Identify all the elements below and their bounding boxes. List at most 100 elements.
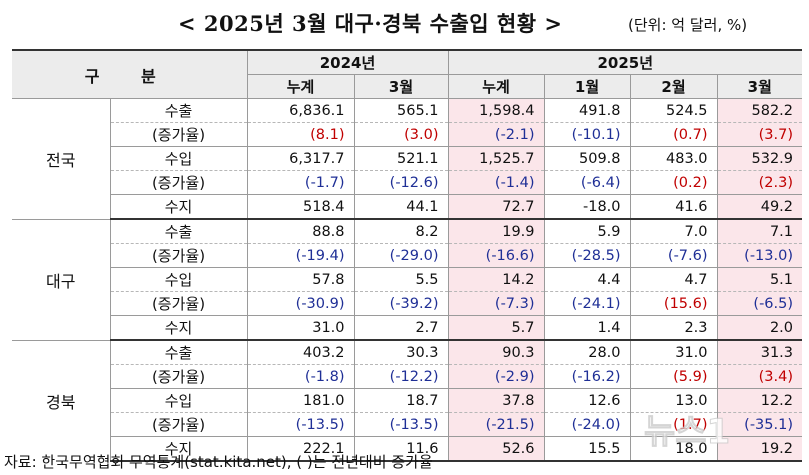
value-cell: 2.0 <box>716 315 803 341</box>
value-cell: 41.6 <box>629 194 718 220</box>
value-cell: 483.0 <box>629 146 718 171</box>
row-category-label: (증가율) <box>109 364 248 389</box>
growth-cell: (-1.8) <box>246 364 355 389</box>
value-cell: 2.7 <box>353 315 449 341</box>
value-cell: 7.1 <box>716 218 803 244</box>
value-cell: 28.0 <box>543 339 631 365</box>
value-cell: 4.7 <box>629 267 718 292</box>
value-cell: 518.4 <box>246 194 355 220</box>
value-cell: 52.6 <box>447 436 545 462</box>
value-cell: 12.2 <box>716 388 803 413</box>
value-cell: 19.2 <box>716 436 803 462</box>
growth-cell: (-6.5) <box>716 291 803 316</box>
value-cell: 57.8 <box>246 267 355 292</box>
source-note: 자료: 한국무역협회 무역통계(stat.kita.net), ( )는 전년대… <box>4 453 433 471</box>
value-cell: 521.1 <box>353 146 449 171</box>
value-cell: 13.0 <box>629 388 718 413</box>
header-col: 3월 <box>353 74 449 99</box>
value-cell: 491.8 <box>543 98 631 123</box>
value-cell: 181.0 <box>246 388 355 413</box>
row-category-label: (증가율) <box>109 243 248 268</box>
value-cell: 15.5 <box>543 436 631 462</box>
value-cell: 509.8 <box>543 146 631 171</box>
value-cell: 7.0 <box>629 218 718 244</box>
row-category-label: 수출 <box>109 339 248 365</box>
growth-cell: (-24.1) <box>543 291 631 316</box>
growth-cell: (-6.4) <box>543 170 631 195</box>
growth-cell: (0.7) <box>629 122 718 147</box>
value-cell: 5.1 <box>716 267 803 292</box>
growth-cell: (-2.9) <box>447 364 545 389</box>
table-row: (증가율) (8.1) (3.0) (-2.1) (-10.1) (0.7) (3.7) <box>12 122 803 147</box>
value-cell: 18.0 <box>629 436 718 462</box>
header-col: 2월 <box>629 74 718 99</box>
growth-cell: (-13.0) <box>716 243 803 268</box>
value-cell: 582.2 <box>716 98 803 123</box>
header-col: 3월 <box>716 74 803 99</box>
value-cell: 30.3 <box>353 339 449 365</box>
value-cell: 31.0 <box>629 339 718 365</box>
growth-cell: (-29.0) <box>353 243 449 268</box>
value-cell: 88.8 <box>246 218 355 244</box>
value-cell: 18.7 <box>353 388 449 413</box>
value-cell: 44.1 <box>353 194 449 220</box>
table-row: 경북 수출 403.2 30.3 90.3 28.0 31.0 31.3 <box>12 339 803 461</box>
growth-cell: (-21.5) <box>447 412 545 437</box>
growth-cell: (-12.6) <box>353 170 449 195</box>
table-row: 전국 수출 6,836.1 565.1 1,598.4 491.8 524.5 582.2 <box>12 98 803 219</box>
header-col: 누계 <box>447 74 545 99</box>
growth-cell: (-13.5) <box>246 412 355 437</box>
value-cell: 1,598.4 <box>447 98 545 123</box>
row-category-label: 수입 <box>109 146 248 171</box>
header-year-2024: 2024년 <box>246 49 449 75</box>
growth-cell: (-13.5) <box>353 412 449 437</box>
growth-cell: (2.3) <box>716 170 803 195</box>
value-cell: 37.8 <box>447 388 545 413</box>
growth-cell: (-12.2) <box>353 364 449 389</box>
region-label: 경북 <box>12 339 111 461</box>
value-cell: 1.4 <box>543 315 631 341</box>
value-cell: 403.2 <box>246 339 355 365</box>
value-cell: 90.3 <box>447 339 545 365</box>
growth-cell: (-28.5) <box>543 243 631 268</box>
table-row: 수입 6,317.7 521.1 1,525.7 509.8 483.0 532.9 <box>12 146 803 171</box>
table-row: 수지 222.1 11.6 52.6 15.5 18.0 19.2 <box>12 436 803 462</box>
table-row: (증가율) (-1.7) (-12.6) (-1.4) (-6.4) (0.2) (2.3) <box>12 170 803 195</box>
table-row: 수입 181.0 18.7 37.8 12.6 13.0 12.2 <box>12 388 803 413</box>
table-row: 수입 57.8 5.5 14.2 4.4 4.7 5.1 <box>12 267 803 292</box>
value-cell: 6,836.1 <box>246 98 355 123</box>
growth-cell: (15.6) <box>629 291 718 316</box>
region-label: 전국 <box>12 98 111 219</box>
header-year-2025: 2025년 <box>447 49 803 75</box>
value-cell: 12.6 <box>543 388 631 413</box>
table-row: (증가율) (-19.4) (-29.0) (-16.6) (-28.5) (-7.6)(… <box>12 243 803 268</box>
growth-cell: (3.0) <box>353 122 449 147</box>
table-body: 전국 수출 6,836.1 565.1 1,598.4 491.8 524.5 582.2 (증… <box>12 98 803 462</box>
header-col: 누계 <box>246 74 355 99</box>
value-cell: 5.7 <box>447 315 545 341</box>
growth-cell: (8.1) <box>246 122 355 147</box>
growth-cell: (0.2) <box>629 170 718 195</box>
growth-cell: (-30.9) <box>246 291 355 316</box>
value-cell: 1,525.7 <box>447 146 545 171</box>
row-category-label: 수지 <box>109 436 248 462</box>
value-cell: 31.0 <box>246 315 355 341</box>
value-cell: 5.5 <box>353 267 449 292</box>
growth-cell: (-1.7) <box>246 170 355 195</box>
value-cell: 5.9 <box>543 218 631 244</box>
trade-table: 구 분 2024년 2025년 누계 3월 누계 1월 2월 3월 전국 수출 6,… <box>12 49 803 462</box>
growth-cell: (-2.1) <box>447 122 545 147</box>
row-category-label: (증가율) <box>109 412 248 437</box>
page-title: < 2025년 3월 대구·경북 수출입 현황 > <box>178 11 563 36</box>
header-corner: 구 분 <box>12 49 248 99</box>
table-row: 수지 518.4 44.1 72.7 -18.0 41.6 49.2 <box>12 194 803 220</box>
value-cell: 6,317.7 <box>246 146 355 171</box>
value-cell: 14.2 <box>447 267 545 292</box>
value-cell: 31.3 <box>716 339 803 365</box>
svg-text:뉴스1: 뉴스1 <box>644 412 730 452</box>
table-row: 수지 31.0 2.7 5.7 1.4 2.3 2.0 <box>12 315 803 341</box>
growth-cell: (-16.2) <box>543 364 631 389</box>
row-category-label: 수입 <box>109 388 248 413</box>
value-cell: 4.4 <box>543 267 631 292</box>
growth-cell: (-19.4) <box>246 243 355 268</box>
